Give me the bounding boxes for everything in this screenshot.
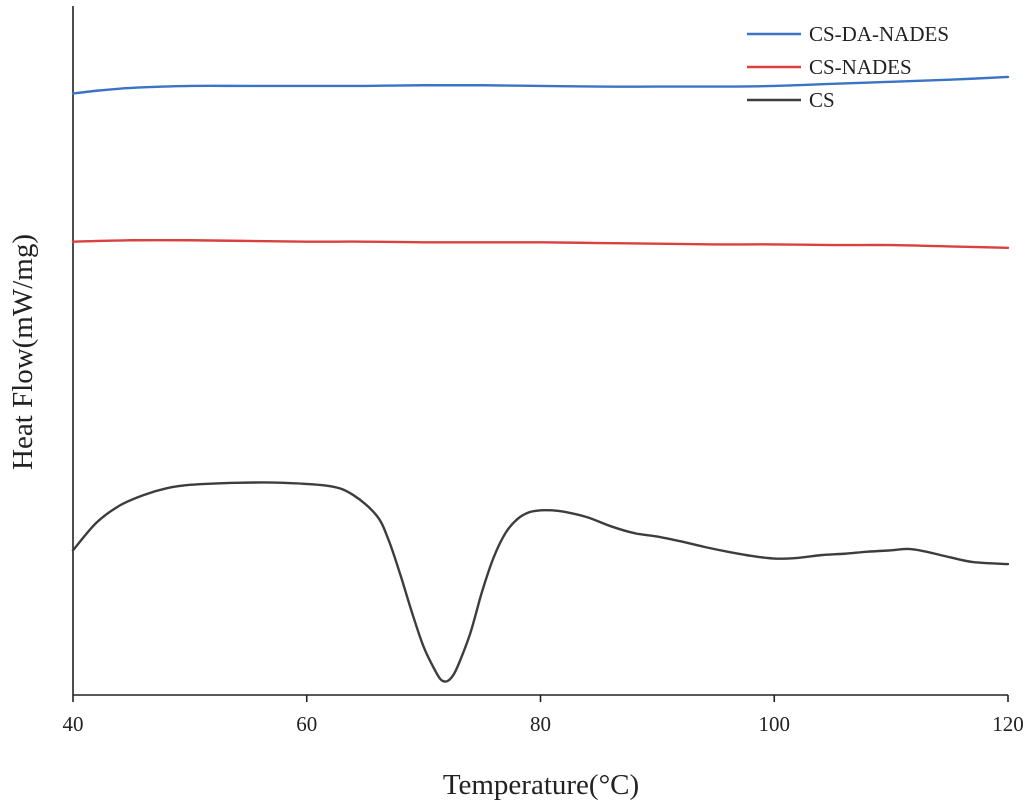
series-layer (71, 75, 1010, 683)
series-line-cs (71, 481, 1010, 683)
axes (72, 6, 1008, 696)
x-tick-label: 100 (759, 712, 791, 736)
series-line-cs-nades (71, 238, 1010, 250)
legend: CS-DA-NADES CS-NADES CS (747, 22, 949, 112)
x-tick-label: 40 (63, 712, 84, 736)
legend-label-cs-nades: CS-NADES (809, 55, 912, 79)
series-line-cs-da-nades (71, 75, 1010, 95)
x-tick-label: 80 (530, 712, 551, 736)
x-ticks: 40 60 80 100 120 (63, 695, 1024, 736)
y-axis-label: Heat Flow(mW/mg) (7, 234, 39, 470)
x-tick-label: 60 (296, 712, 317, 736)
x-tick-label: 120 (992, 712, 1024, 736)
legend-label-cs-da-nades: CS-DA-NADES (809, 22, 949, 46)
x-axis-label: Temperature(°C) (443, 769, 639, 801)
legend-label-cs: CS (809, 88, 835, 112)
